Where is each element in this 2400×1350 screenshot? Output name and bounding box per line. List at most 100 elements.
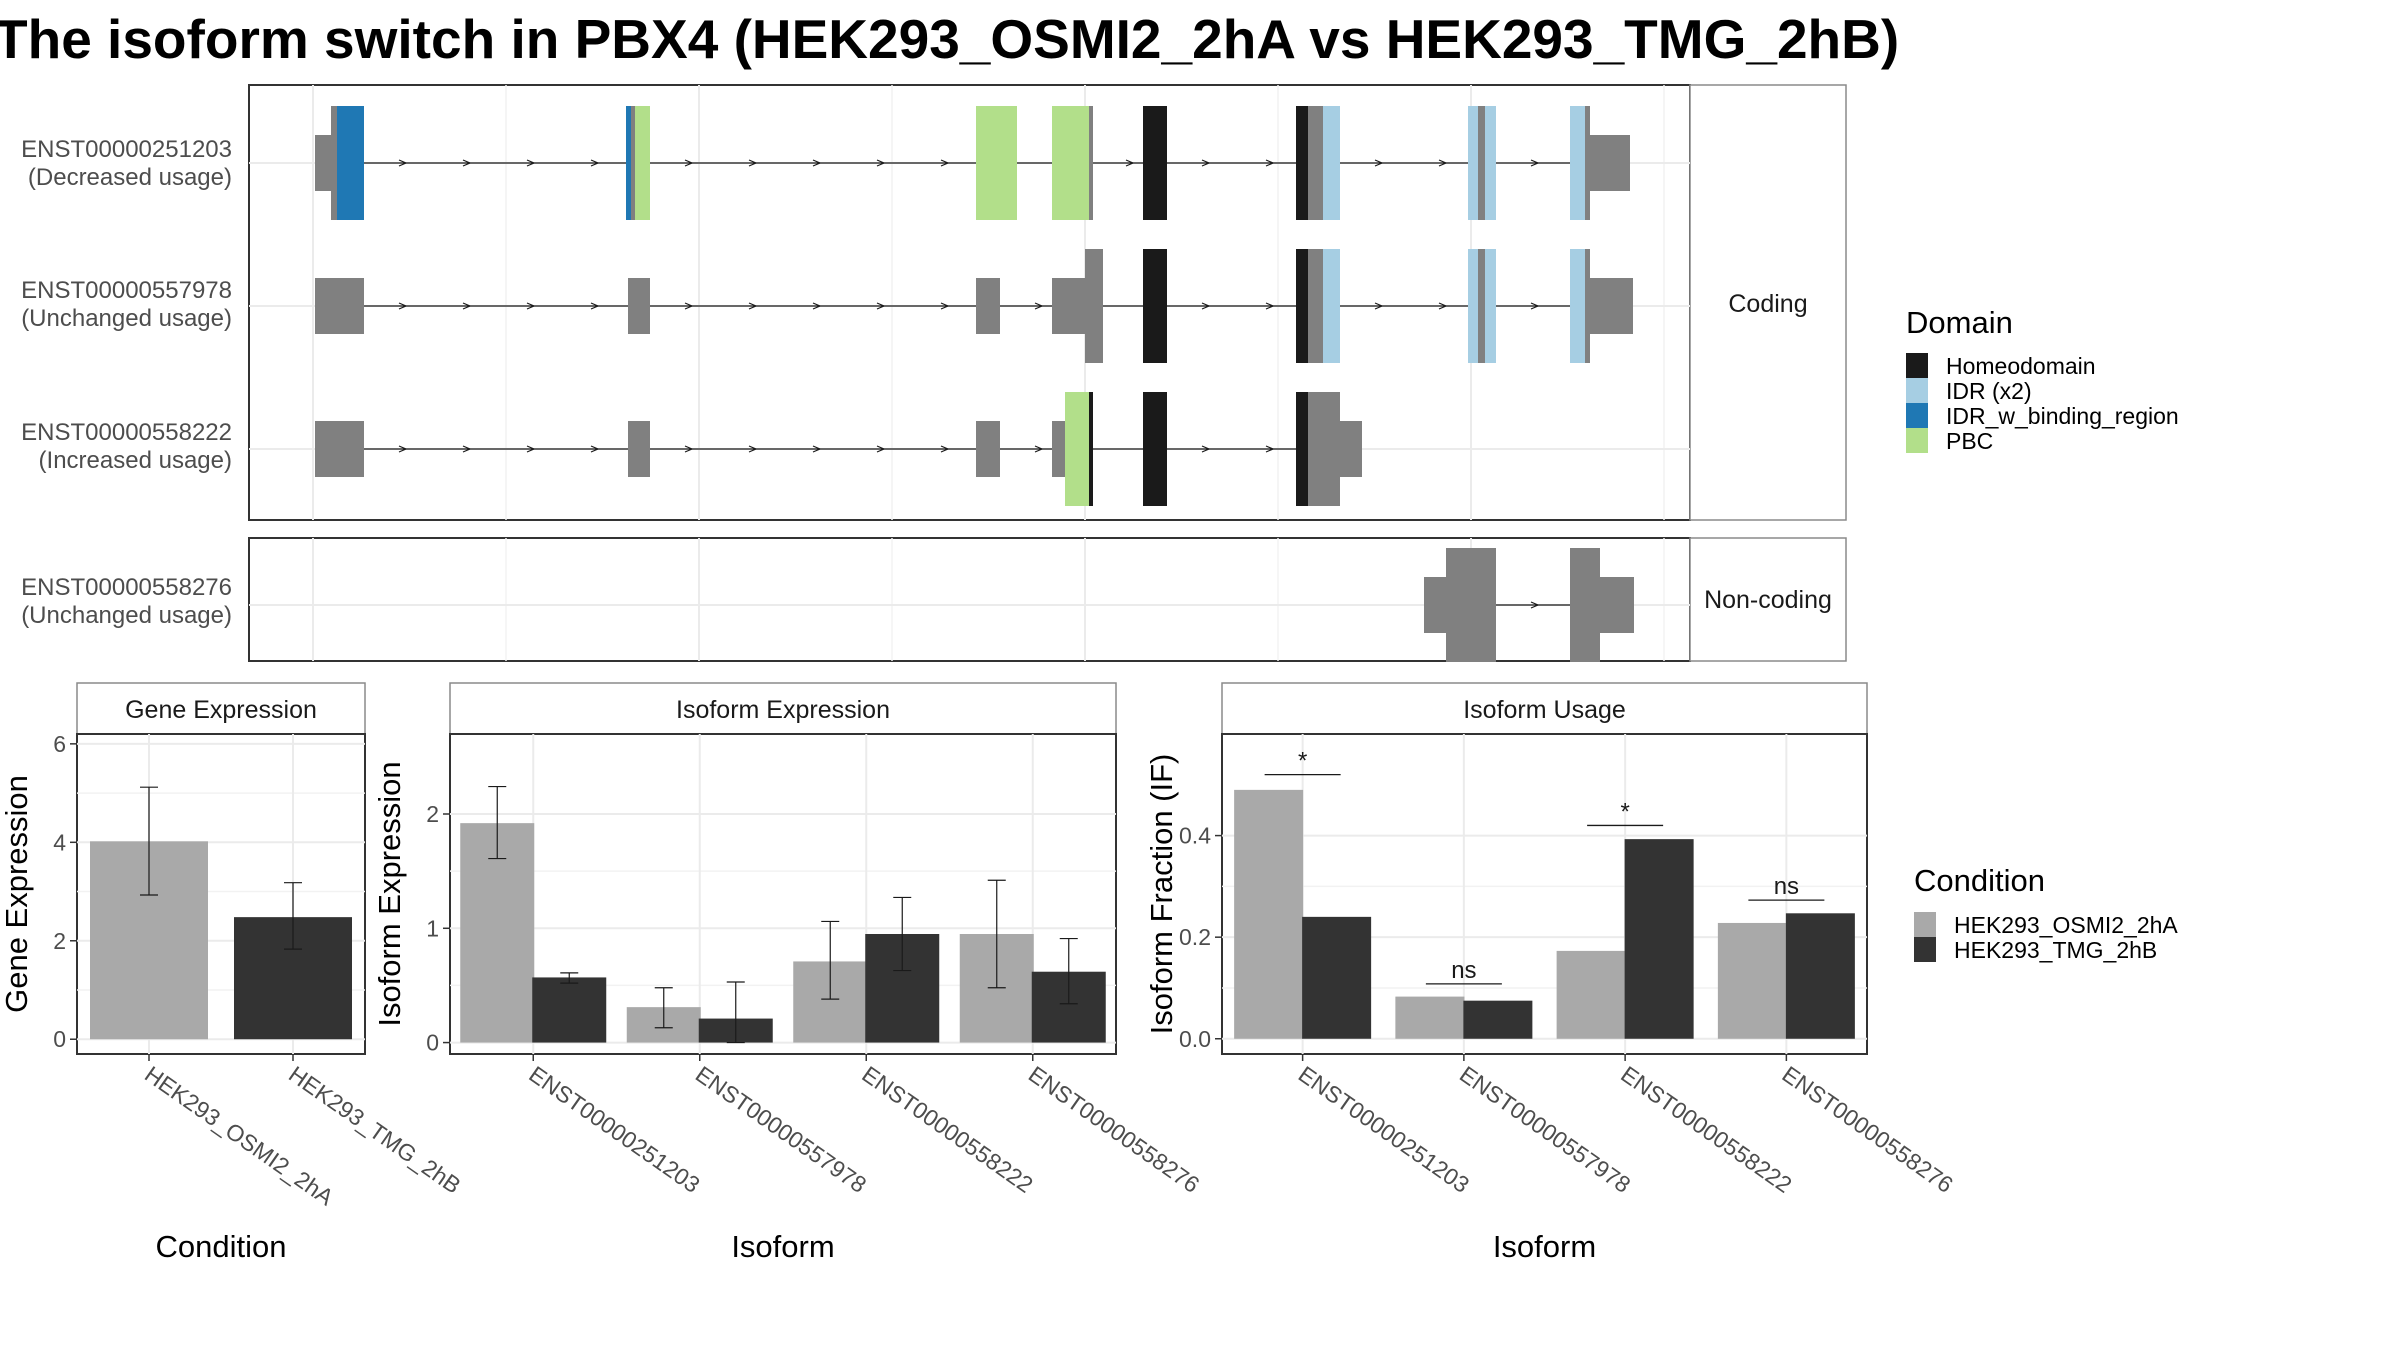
transcript-structure-panel: Coding Non-coding ENST00000251203 (Decre… (21, 84, 1847, 662)
intron-arrow (462, 159, 472, 167)
exon (315, 278, 364, 334)
exon (976, 421, 1000, 477)
x-tick-label: ENST00000558222 (857, 1061, 1037, 1198)
exon (631, 106, 635, 220)
legend-key-homeodomain (1906, 353, 1928, 378)
facet-strip-noncoding (1689, 537, 1847, 662)
intron-arrow (812, 445, 822, 453)
exon (1468, 106, 1478, 220)
intron-arrow (526, 159, 536, 167)
intron-arrow (398, 302, 408, 310)
exon (315, 421, 364, 477)
y-tick-label: 2 (426, 801, 439, 827)
exon (1590, 278, 1633, 334)
intron-arrow (1438, 302, 1448, 310)
exon (1052, 106, 1090, 220)
y-tick-label: 4 (53, 829, 66, 855)
chart-strip (1221, 682, 1868, 735)
chart-strip (449, 682, 1117, 735)
intron-arrow (1265, 159, 1275, 167)
y-tick-label: 2 (53, 928, 66, 954)
y-axis-title: Isoform Expression (372, 761, 407, 1026)
exon (1296, 106, 1308, 220)
intron-arrow (1265, 302, 1275, 310)
legend-key-idr (1906, 378, 1928, 403)
intron-arrow (1374, 159, 1384, 167)
exon (1485, 106, 1496, 220)
intron-arrow (590, 445, 600, 453)
legend-key-idr-binding (1906, 403, 1928, 428)
exon (1065, 392, 1089, 506)
exon (1052, 278, 1090, 334)
intron-arrow (1034, 445, 1044, 453)
intron-arrow (462, 302, 472, 310)
x-axis-title: Isoform (1493, 1229, 1596, 1264)
intron-arrow (684, 445, 694, 453)
intron-arrow (812, 302, 822, 310)
exon (976, 278, 1000, 334)
significance-label: ns (1774, 873, 1799, 900)
intron-arrow (876, 445, 886, 453)
y-tick-label: 0.0 (1179, 1026, 1211, 1052)
legend-label-idr-binding: IDR_w_binding_region (1946, 403, 2179, 429)
intron-arrow (1034, 302, 1044, 310)
exon (635, 106, 650, 220)
exon (1308, 106, 1323, 220)
exon (1585, 249, 1590, 363)
condition-legend-title: Condition (1914, 863, 2045, 898)
exon (1323, 249, 1340, 363)
exon (1590, 135, 1630, 191)
significance-label: * (1620, 798, 1629, 825)
intron-arrow (1201, 159, 1211, 167)
x-tick-label: ENST00000558222 (1616, 1061, 1796, 1198)
intron-arrow (1125, 159, 1135, 167)
x-tick-label: ENST00000558276 (1778, 1061, 1958, 1198)
intron-arrow (684, 159, 694, 167)
legend-label-osmi2: HEK293_OSMI2_2hA (1954, 912, 2178, 938)
coding-panel (248, 84, 1691, 521)
x-tick-label: ENST00000558276 (1024, 1061, 1204, 1198)
x-tick-label: ENST00000557978 (1455, 1061, 1635, 1198)
intron-arrow (876, 302, 886, 310)
x-tick-label: ENST00000557978 (691, 1061, 871, 1198)
y-tick-label: 1 (426, 915, 439, 941)
intron-arrow (1201, 445, 1211, 453)
exon (1570, 548, 1600, 662)
y-axis-title: Isoform Fraction (IF) (1144, 754, 1179, 1035)
exon (1308, 392, 1340, 506)
legend-key-osmi2 (1914, 912, 1936, 937)
chart-strip-label: Isoform Usage (1463, 696, 1626, 724)
exon (1468, 249, 1478, 363)
exon (1478, 106, 1485, 220)
intron-arrow (1530, 159, 1540, 167)
exon (1308, 249, 1323, 363)
exon (1485, 249, 1496, 363)
chart-strip-label: Isoform Expression (676, 696, 890, 724)
transcript-usage-2: (Unchanged usage) (21, 305, 232, 332)
exon (1446, 548, 1496, 662)
intron-arrow (1530, 302, 1540, 310)
transcript-label-2: ENST00000557978 (21, 277, 232, 304)
exon (315, 135, 333, 191)
expression-charts: Gene Expression0246HEK293_OSMI2_2hAHEK29… (0, 682, 1958, 1264)
chart-2: Isoform Expression012ENST00000251203ENST… (372, 682, 1204, 1264)
chart-strip-label: Gene Expression (125, 696, 317, 724)
intron-arrow (940, 302, 950, 310)
intron-arrow (398, 445, 408, 453)
transcript-usage-4: (Unchanged usage) (21, 602, 232, 629)
intron-arrow (462, 445, 472, 453)
bar (1556, 950, 1626, 1039)
domain-legend-title: Domain (1906, 305, 2013, 340)
significance-label: ns (1451, 957, 1476, 984)
exon (331, 106, 337, 220)
intron-arrow (1530, 601, 1540, 609)
exon (1424, 577, 1446, 633)
exon (337, 106, 364, 220)
transcript-label-1: ENST00000251203 (21, 136, 232, 163)
legend-key-tmg (1914, 937, 1936, 962)
intron-arrow (684, 302, 694, 310)
y-tick-label: 0 (426, 1030, 439, 1056)
bar (1785, 913, 1855, 1039)
facet-strip-coding (1689, 84, 1847, 521)
facet-label-noncoding: Non-coding (1704, 586, 1832, 614)
